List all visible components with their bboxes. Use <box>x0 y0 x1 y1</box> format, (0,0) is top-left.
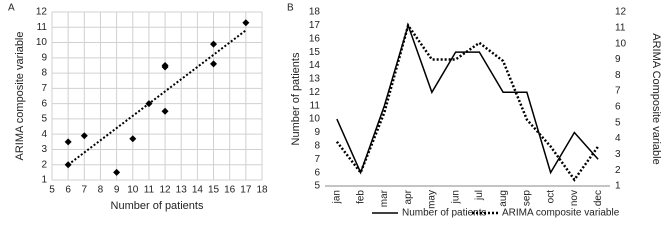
y2-tick-label: 3 <box>615 149 621 160</box>
legend-label: Number of patients <box>402 208 487 219</box>
y2-tick-label: 10 <box>615 38 627 49</box>
y2-tick-label: 7 <box>615 86 621 97</box>
panel-label: A <box>8 3 15 14</box>
x-tick-label: feb <box>355 190 366 204</box>
x-tick-label: 18 <box>256 185 268 196</box>
point <box>80 132 88 140</box>
point <box>113 168 121 176</box>
series-line <box>336 22 599 175</box>
y-tick-label: 5 <box>41 114 47 125</box>
y-tick-label: 5 <box>314 181 320 192</box>
x-tick-label: 11 <box>144 185 155 196</box>
y2-tick-label: 9 <box>615 54 621 65</box>
y-tick-label: 3 <box>41 144 47 155</box>
y-tick-label: 15 <box>309 47 321 58</box>
y2-tick-label: 8 <box>615 70 621 81</box>
y-tick-label: 10 <box>309 114 321 125</box>
y2-axis-label: ARIMA Composite variable <box>650 33 662 164</box>
x-tick-label: 10 <box>127 185 139 196</box>
point <box>242 19 250 27</box>
series-line <box>335 22 600 182</box>
y-axis-label: Number of patients <box>290 52 302 145</box>
y-tick-label: 12 <box>36 7 48 18</box>
point <box>161 61 169 69</box>
y2-tick-label: 6 <box>615 102 621 113</box>
x-tick-label: 14 <box>192 185 204 196</box>
x-tick-label: jan <box>332 190 343 204</box>
x-tick-label: nov <box>569 190 580 206</box>
y2-tick-label: 4 <box>615 133 621 144</box>
x-tick-label: oct <box>545 190 556 204</box>
y-tick-label: 7 <box>314 154 320 165</box>
y2-tick-label: 5 <box>615 117 621 128</box>
point <box>210 60 218 68</box>
x-axis-label: Number of patients <box>111 200 204 212</box>
y-tick-label: 8 <box>314 140 320 151</box>
x-tick-label: 13 <box>176 185 188 196</box>
x-tick-label: dec <box>593 190 604 206</box>
y-tick-label: 7 <box>41 83 47 94</box>
point <box>64 138 72 146</box>
x-tick-label: 15 <box>208 185 220 196</box>
y2-tick-label: 1 <box>615 181 621 192</box>
y2-tick-label: 12 <box>615 7 627 18</box>
x-tick-label: jun <box>450 190 461 204</box>
y2-tick-label: 2 <box>615 165 621 176</box>
legend-label: ARIMA composite variable <box>502 208 620 219</box>
x-tick-label: 6 <box>65 185 71 196</box>
y-axis-label: ARIMA composite variable <box>14 32 26 161</box>
x-tick-label: mar <box>379 189 390 207</box>
x-tick-label: jul <box>474 190 485 201</box>
trendline <box>67 29 247 166</box>
y-tick-label: 4 <box>41 129 47 140</box>
point <box>129 135 137 143</box>
x-tick-label: 12 <box>160 185 172 196</box>
y-tick-label: 1 <box>41 175 47 186</box>
panel-label: B <box>287 3 294 14</box>
y-tick-label: 8 <box>41 68 47 79</box>
y-tick-label: 9 <box>314 127 320 138</box>
figure: A5 6 7 8 9 10 11 12 13 14 15 16 17 18123456789101112N… <box>8 3 662 219</box>
point <box>210 40 218 48</box>
y-tick-label: 12 <box>309 87 321 98</box>
y-tick-label: 11 <box>310 100 321 111</box>
x-tick-label: 17 <box>240 185 252 196</box>
y-tick-label: 9 <box>41 52 47 63</box>
x-tick-label: may <box>427 190 438 209</box>
y-tick-label: 6 <box>41 98 47 109</box>
y-tick-label: 14 <box>309 60 321 71</box>
x-tick-label: apr <box>403 189 414 204</box>
x-tick-label: 5 <box>49 185 55 196</box>
x-tick-label: 9 <box>114 185 120 196</box>
point <box>64 161 72 169</box>
y-tick-label: 11 <box>37 22 48 33</box>
y2-tick-label: 11 <box>615 22 626 33</box>
y-tick-label: 16 <box>309 33 321 44</box>
y-tick-label: 6 <box>314 167 320 178</box>
y-tick-label: 10 <box>36 37 48 48</box>
y-tick-label: 18 <box>309 7 321 18</box>
x-tick-label: aug <box>498 190 509 207</box>
point <box>145 100 153 108</box>
y-tick-label: 13 <box>309 74 321 85</box>
y-tick-label: 17 <box>309 20 321 31</box>
x-tick-label: sep <box>522 190 533 207</box>
y-tick-label: 2 <box>41 159 47 170</box>
x-tick-label: 8 <box>98 185 104 196</box>
x-tick-label: 16 <box>224 185 236 196</box>
x-tick-label: 7 <box>82 185 88 196</box>
point <box>161 107 169 115</box>
